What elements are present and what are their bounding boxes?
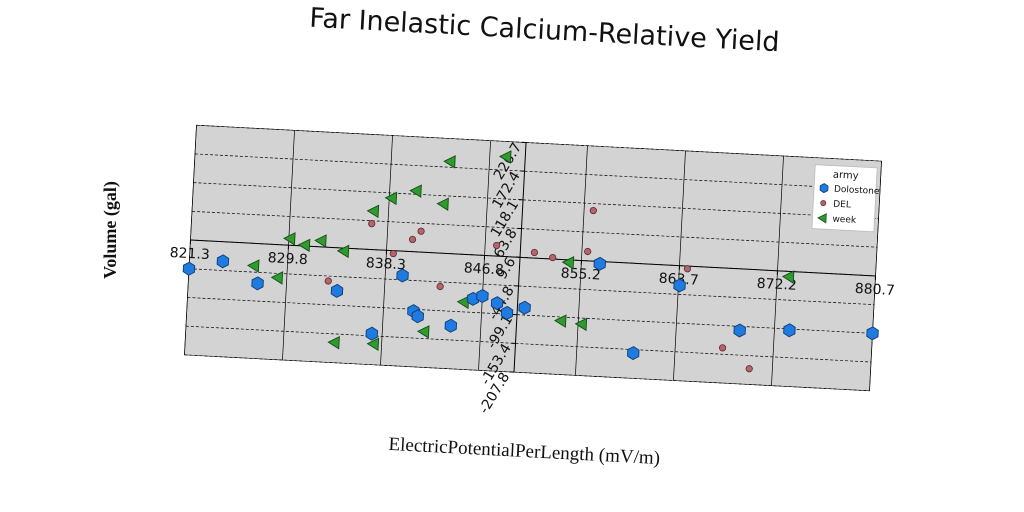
point-dolostone (593, 256, 607, 271)
point-dolostone (490, 296, 504, 311)
point-del (389, 249, 397, 258)
point-dolostone (365, 326, 379, 341)
x-tick-label: 855.2 (560, 265, 601, 283)
legend-box (811, 164, 878, 233)
point-week (499, 150, 512, 164)
point-week (409, 184, 422, 198)
point-week (283, 232, 296, 246)
plot-area: 821.3829.8838.3846.8855.2863.7872.2880.7… (169, 124, 895, 417)
x-tick-label: 872.2 (756, 276, 797, 294)
x-axis-label: ElectricPotentialPerLength (mV/m) (388, 434, 660, 469)
point-week (574, 317, 588, 332)
point-dolostone (866, 326, 879, 341)
point-del (417, 227, 425, 235)
y-grid-line (184, 354, 870, 392)
y-grid-line (191, 210, 878, 248)
y-grid-line (196, 124, 882, 162)
point-del (745, 365, 753, 373)
y-axis-label: Volume (gal) (100, 181, 121, 279)
x-tick-label: 829.8 (267, 250, 308, 268)
point-week (416, 325, 430, 339)
point-del (493, 241, 501, 250)
legend: army Dolostone DEL week (811, 164, 880, 233)
x-tick-label: 838.3 (365, 255, 406, 273)
point-week (314, 234, 327, 248)
point-week (327, 336, 340, 350)
point-del (324, 277, 332, 285)
point-dolostone (518, 300, 531, 315)
point-dolostone (500, 305, 514, 320)
x-tick-label: 821.3 (169, 245, 210, 263)
point-dolostone (673, 278, 686, 293)
point-dolostone (330, 283, 344, 298)
y-grid-line (194, 153, 881, 191)
x-tick-label: 880.7 (854, 281, 895, 299)
point-week (366, 337, 380, 352)
x-tick-label: 846.8 (463, 260, 504, 278)
point-week (384, 191, 398, 206)
point-dolostone (182, 261, 196, 276)
point-dolostone (396, 268, 409, 283)
y-grid-line (187, 297, 873, 334)
chart-title: Far Inelastic Calcium-Relative Yield (309, 3, 781, 59)
point-dolostone (251, 276, 264, 291)
point-dolostone (411, 309, 425, 324)
legend-label-dolostone: Dolostone (834, 185, 880, 197)
point-week (443, 155, 456, 169)
point-week (436, 197, 449, 211)
point-del (584, 247, 592, 256)
point-week (270, 271, 284, 285)
point-week (297, 238, 311, 253)
data-marks (182, 150, 879, 373)
point-week (246, 259, 260, 273)
point-del (683, 265, 692, 273)
y-grid-line (193, 182, 879, 219)
point-del (368, 220, 376, 228)
point-week (336, 244, 350, 259)
point-dolostone (444, 318, 458, 333)
legend-marker-dolostone (819, 183, 829, 194)
point-dolostone (733, 323, 746, 338)
legend-title: army (833, 170, 859, 182)
point-week (554, 314, 567, 328)
legend-marker-week (817, 213, 827, 224)
point-dolostone (783, 323, 796, 338)
point-dolostone (216, 254, 230, 269)
point-dolostone (627, 346, 640, 361)
point-week (366, 204, 380, 219)
point-week (561, 256, 575, 270)
point-del (718, 344, 727, 352)
point-del (530, 248, 539, 257)
point-del (549, 253, 557, 262)
point-del (436, 282, 444, 291)
point-del (408, 235, 417, 244)
legend-marker-del (820, 200, 827, 207)
legend-label-week: week (832, 215, 857, 226)
y-grid-line (188, 268, 875, 305)
point-week (781, 270, 795, 284)
y-grid-line (185, 325, 872, 363)
legend-label-del: DEL (833, 200, 851, 211)
point-dolostone (476, 289, 489, 304)
point-del (589, 206, 597, 215)
